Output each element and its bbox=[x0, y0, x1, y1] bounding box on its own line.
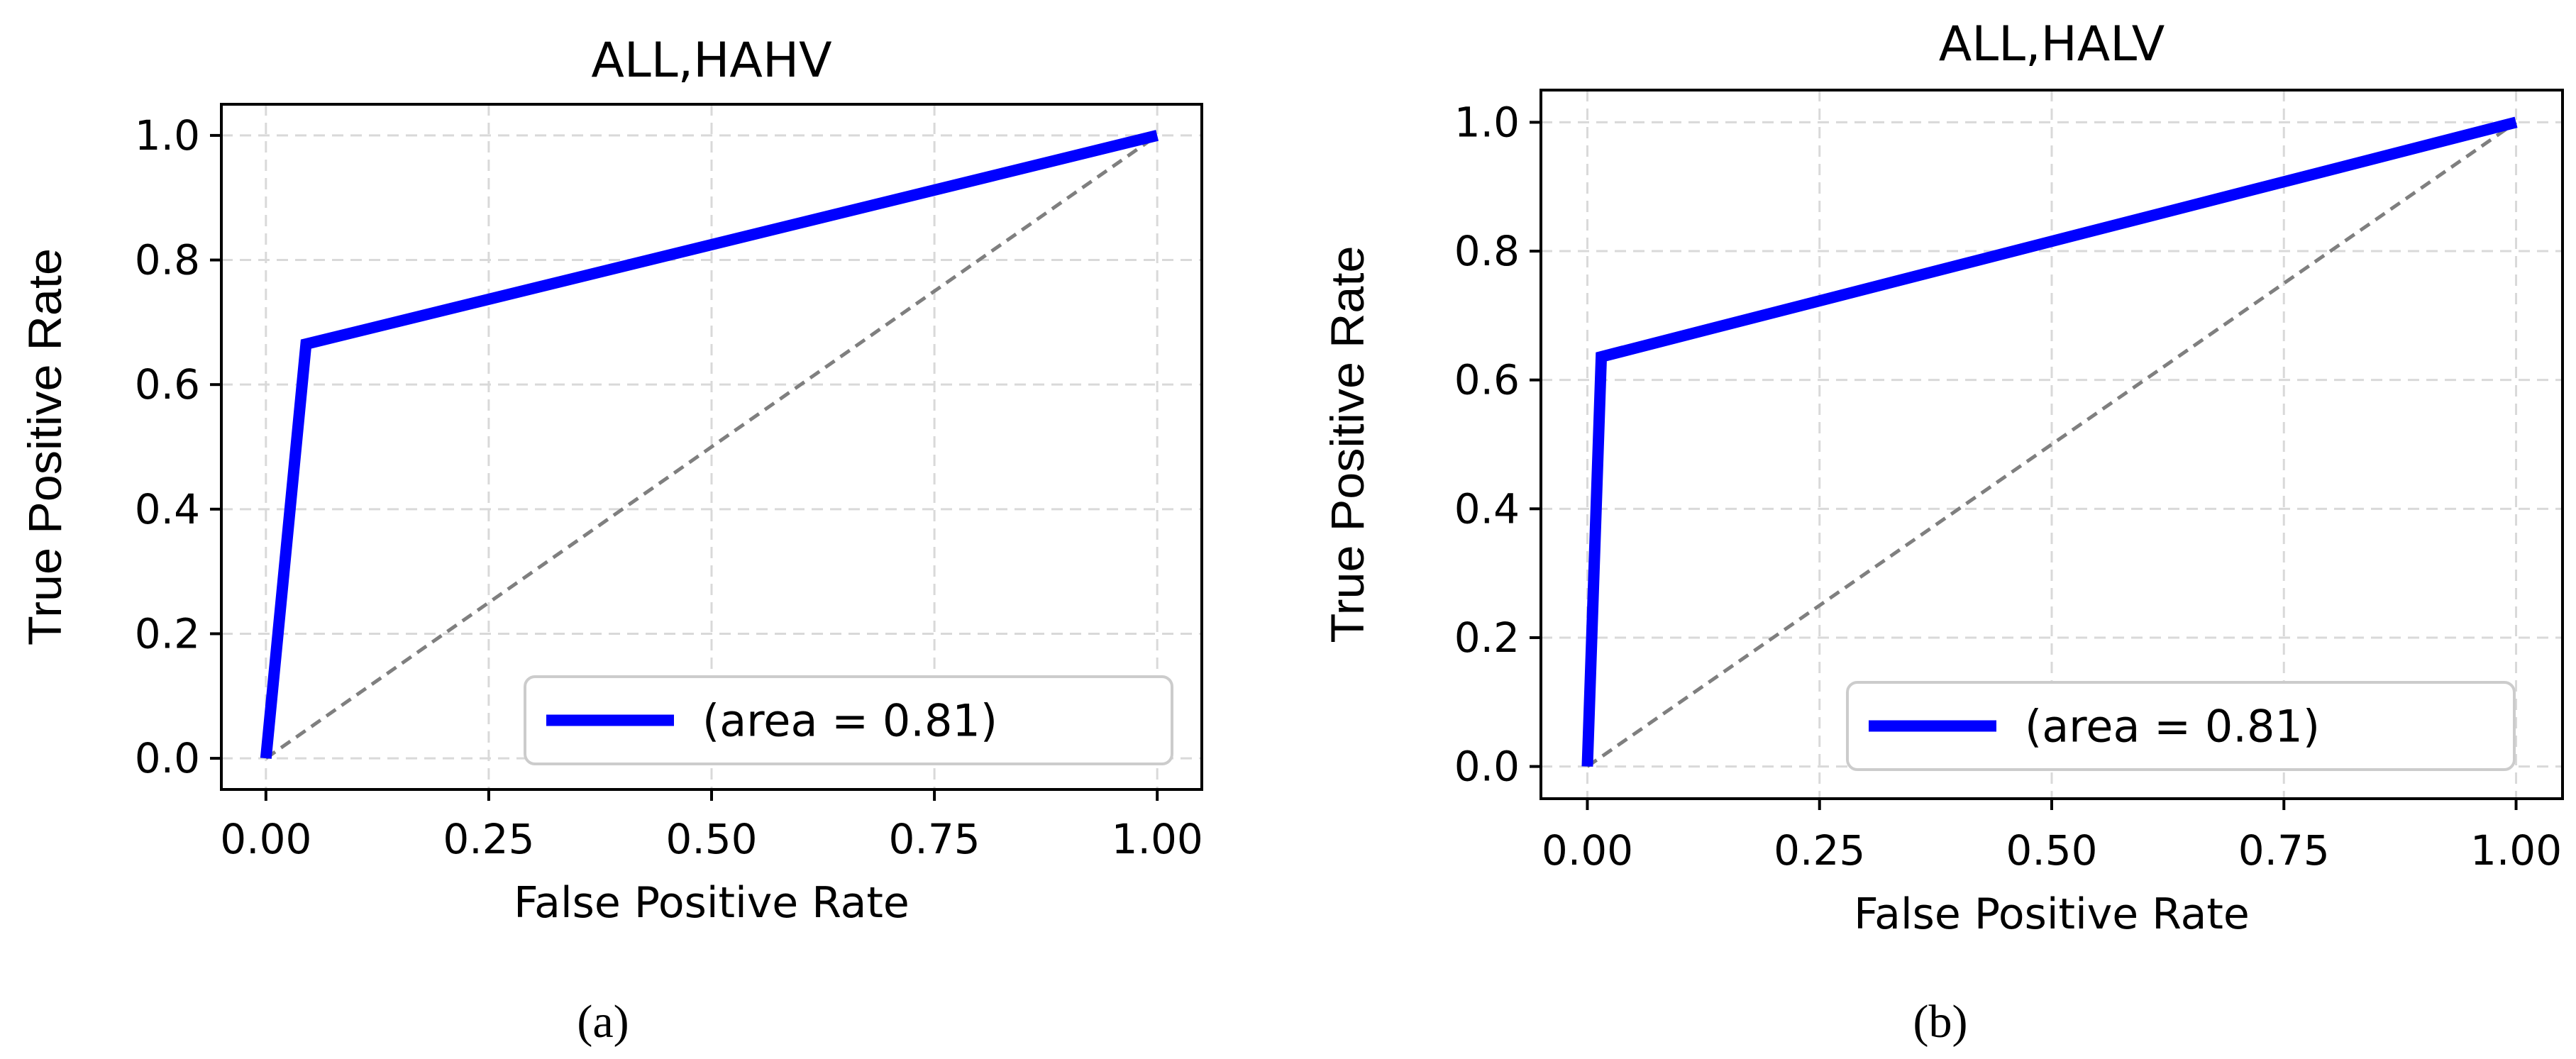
y-tick-label: 0.6 bbox=[135, 360, 200, 409]
legend-box bbox=[524, 675, 1173, 765]
y-tick-label: 0.4 bbox=[1454, 484, 1520, 533]
x-axis-label: False Positive Rate bbox=[514, 878, 910, 928]
legend: (area = 0.81) bbox=[524, 675, 1173, 765]
y-tick-label: 0.6 bbox=[1454, 356, 1520, 404]
figure-caption: (b) bbox=[1913, 996, 1968, 1048]
x-tick-label: 0.75 bbox=[889, 815, 980, 863]
roc-chart-b: 0.00 0.25 0.50 0.75 1.00 0.0 0.2 0.4 0.6 0.8 1.0 AL… bbox=[1321, 16, 2564, 1048]
x-axis-label: False Positive Rate bbox=[1854, 889, 2250, 939]
x-tick-label: 0.75 bbox=[2238, 826, 2330, 875]
x-tick-label: 0.50 bbox=[2006, 826, 2097, 875]
y-axis-label: True Positive Rate bbox=[18, 248, 71, 645]
legend-box bbox=[1846, 681, 2516, 771]
x-tick-label: 1.00 bbox=[2470, 826, 2562, 875]
y-tick-label: 1.0 bbox=[135, 111, 200, 160]
y-tick-label: 0.8 bbox=[1454, 227, 1520, 275]
chart-title: ALL,HALV bbox=[1939, 16, 2165, 72]
roc-chart-a: 0.00 0.25 0.50 0.75 1.00 0.0 0.2 0.4 0.6 0.8 1.0 AL… bbox=[18, 33, 1203, 1048]
x-tick-label: 1.00 bbox=[1112, 815, 1203, 863]
x-tick-label: 0.00 bbox=[220, 815, 311, 863]
legend: (area = 0.81) bbox=[1846, 681, 2516, 771]
x-tick-label: 0.25 bbox=[1774, 826, 1865, 875]
y-tick-label: 0.8 bbox=[135, 236, 200, 284]
y-tick-label: 0.4 bbox=[135, 485, 200, 533]
x-tick-label: 0.50 bbox=[665, 815, 757, 863]
roc-curve-line bbox=[260, 130, 1159, 759]
legend-entry-label: (area = 0.81) bbox=[702, 695, 997, 747]
roc-curve-line bbox=[1581, 116, 2518, 767]
chance-diagonal-line bbox=[265, 133, 1159, 760]
y-axis-label: True Positive Rate bbox=[1321, 246, 1373, 643]
y-tick-label: 0.2 bbox=[135, 609, 200, 658]
chart-title: ALL,HAHV bbox=[591, 33, 831, 89]
x-tick-label: 0.00 bbox=[1542, 826, 1633, 875]
y-tick-label: 0.0 bbox=[135, 734, 200, 782]
y-tick-label: 0.2 bbox=[1454, 614, 1520, 662]
figure-caption: (a) bbox=[577, 996, 629, 1048]
chance-diagonal-line bbox=[1586, 121, 2517, 768]
x-tick-label: 0.25 bbox=[443, 815, 534, 863]
legend-entry-label: (area = 0.81) bbox=[2025, 701, 2320, 753]
y-tick-label: 0.0 bbox=[1454, 743, 1520, 791]
y-tick-label: 1.0 bbox=[1454, 98, 1520, 146]
